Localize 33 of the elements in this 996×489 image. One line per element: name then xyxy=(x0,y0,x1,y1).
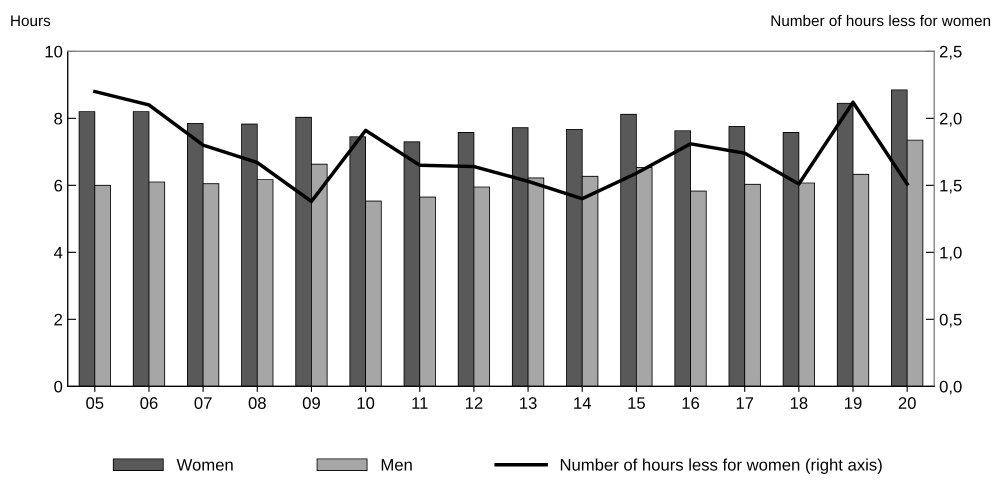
x-tick-label: 05 xyxy=(86,397,104,409)
x-tick-label: 15 xyxy=(628,397,645,409)
x-tick-label: 16 xyxy=(682,397,700,409)
y2-tick-label: 0,0 xyxy=(940,380,962,394)
y-tick-label: 2 xyxy=(54,314,62,326)
x-tick-label: 19 xyxy=(845,397,862,409)
x-tick-label: 18 xyxy=(790,397,808,409)
y-tick-label: 10 xyxy=(46,46,62,58)
y2-tick-label: 1,5 xyxy=(940,180,962,194)
x-tick-label: 08 xyxy=(248,397,266,409)
legend-label: Men xyxy=(382,459,412,471)
y2-tick-label: 2,0 xyxy=(940,112,962,127)
x-tick-label: 12 xyxy=(466,397,482,409)
x-tick-label: 14 xyxy=(574,397,592,409)
y-tick-label: 6 xyxy=(54,180,62,192)
y2-tick-label: 2,5 xyxy=(940,46,962,60)
x-tick-label: 09 xyxy=(302,397,320,409)
y-tick-label: 4 xyxy=(54,246,62,258)
x-tick-label: 10 xyxy=(358,397,374,409)
y-tick-label: 0 xyxy=(54,380,62,393)
y2-axis-title: Number of hours less for women xyxy=(772,14,990,26)
legend-label: Number of hours less for women (right axis) xyxy=(560,458,882,474)
x-tick-label: 11 xyxy=(412,397,428,409)
x-tick-label: 07 xyxy=(194,397,212,409)
x-tick-label: 06 xyxy=(140,397,158,409)
legend-label: Women xyxy=(176,459,233,471)
x-tick-label: 17 xyxy=(736,397,754,409)
y2-tick-label: 1,0 xyxy=(940,246,962,260)
x-tick-label: 20 xyxy=(898,397,916,409)
x-tick-label: 13 xyxy=(520,397,537,409)
y-tick-label: 8 xyxy=(54,112,62,125)
y-axis-title: Hours xyxy=(11,15,50,26)
y2-tick-label: 0,5 xyxy=(940,314,962,328)
